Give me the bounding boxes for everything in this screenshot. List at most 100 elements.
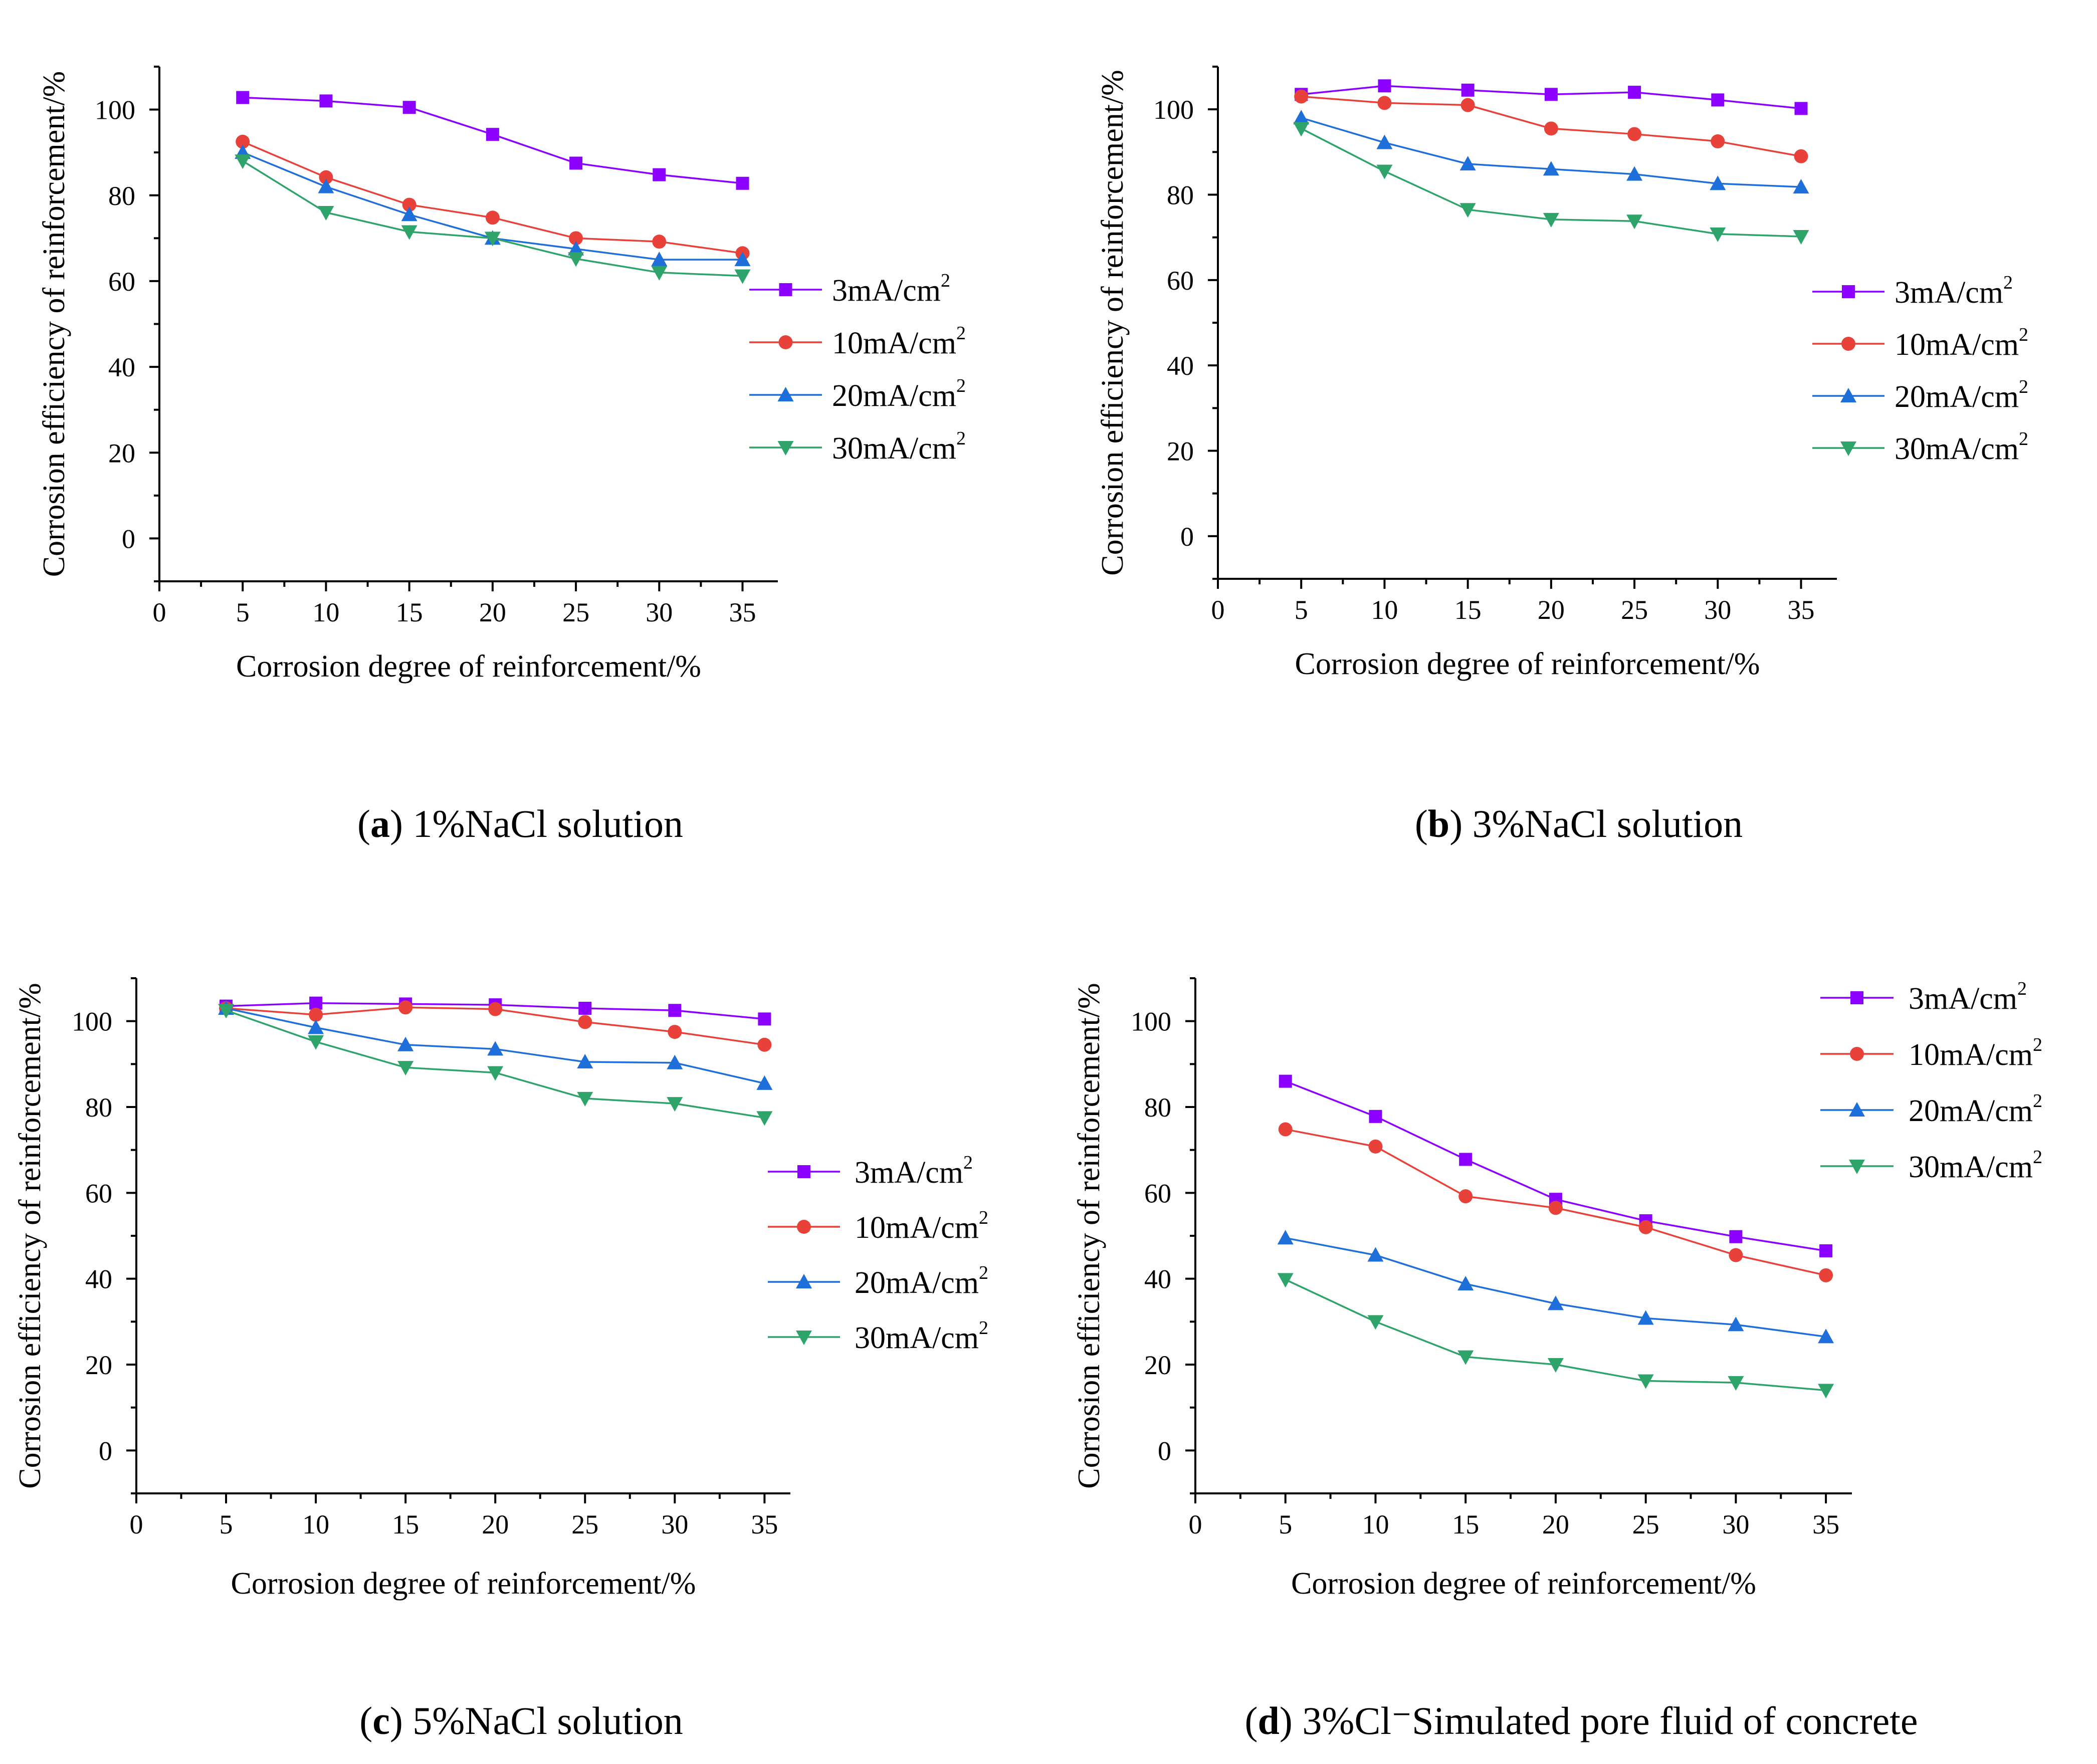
- data-point: [577, 1091, 593, 1107]
- y-tick-label: 20: [1144, 1350, 1171, 1380]
- data-point: [1819, 1244, 1833, 1257]
- y-tick-label: 0: [1180, 522, 1194, 552]
- x-tick-label: 15: [392, 1509, 419, 1539]
- x-axis-title: Corrosion degree of reinforcement/%: [231, 1567, 696, 1601]
- panel-caption: (a) 1%NaCl solution: [357, 802, 683, 845]
- y-tick-label: 100: [95, 95, 135, 125]
- data-point: [1794, 149, 1808, 163]
- caption-open-paren: (: [359, 1699, 372, 1742]
- legend-label: 30mA/cm2: [832, 428, 966, 466]
- y-tick-label: 60: [1167, 266, 1194, 296]
- legend-name: 3mA/cm: [832, 274, 941, 308]
- x-tick-label: 25: [1621, 595, 1648, 625]
- caption-close-paren: ): [1449, 802, 1472, 845]
- panel-a: 0 5 10 15 20 25 30 35 0 20 40 60 80 100 Corrosion degr…: [37, 66, 966, 845]
- legend-item: 30mA/cm2: [749, 428, 966, 466]
- series-3: [1293, 110, 1809, 194]
- data-point: [1711, 93, 1725, 107]
- legend-marker: [1840, 442, 1856, 456]
- series-4: [218, 1004, 773, 1126]
- data-point: [309, 996, 323, 1010]
- data-point: [1376, 134, 1393, 149]
- legend-superscript: 2: [963, 1152, 973, 1173]
- legend-name: 3mA/cm: [1909, 982, 2017, 1016]
- data-point: [1710, 227, 1726, 242]
- legend-item: 3mA/cm2: [1812, 272, 2013, 310]
- data-point: [1543, 212, 1559, 228]
- panel-d: 0 5 10 15 20 25 30 35 0 20 40 60 80 100 Corrosion degr…: [1072, 977, 2042, 1742]
- legend-item: 20mA/cm2: [1820, 1090, 2042, 1128]
- series-2: [236, 134, 750, 261]
- y-tick-label: 100: [1131, 1007, 1171, 1037]
- legend-superscript: 2: [2033, 1147, 2042, 1168]
- legend-superscript: 2: [956, 375, 966, 396]
- data-point: [652, 235, 667, 249]
- data-point: [734, 252, 751, 267]
- legend-name: 20mA/cm: [1895, 380, 2019, 414]
- data-point: [309, 1007, 323, 1022]
- data-point: [485, 210, 500, 225]
- x-tick-label: 5: [236, 597, 250, 627]
- data-point: [1729, 1230, 1743, 1243]
- legend-item: 10mA/cm2: [768, 1207, 988, 1245]
- x-tick-label: 5: [220, 1509, 233, 1539]
- legend-name: 10mA/cm: [1909, 1038, 2033, 1072]
- data-point: [1818, 1329, 1834, 1344]
- legend-superscript: 2: [2003, 272, 2013, 293]
- caption-letter: c: [372, 1699, 390, 1742]
- data-point: [318, 178, 334, 193]
- data-point: [401, 225, 417, 240]
- legend-marker: [1849, 1160, 1865, 1174]
- data-point: [1638, 1220, 1653, 1234]
- series-3: [235, 144, 751, 267]
- x-tick-label: 30: [646, 597, 673, 627]
- data-point: [1544, 121, 1558, 136]
- y-tick-label: 0: [122, 524, 135, 554]
- caption-open-paren: (: [357, 802, 370, 845]
- data-point: [402, 101, 416, 114]
- legend-item: 10mA/cm2: [749, 323, 966, 360]
- legend-item: 20mA/cm2: [768, 1262, 988, 1300]
- legend-label: 20mA/cm2: [1909, 1090, 2042, 1128]
- legend-item: 30mA/cm2: [768, 1317, 988, 1355]
- x-tick-label: 10: [302, 1509, 329, 1539]
- y-tick-label: 20: [1167, 436, 1194, 467]
- legend-item: 20mA/cm2: [749, 375, 966, 413]
- y-tick-label: 40: [108, 352, 135, 382]
- caption-letter: d: [1257, 1699, 1279, 1742]
- data-point: [1628, 86, 1641, 99]
- legend-label: 10mA/cm2: [1895, 324, 2028, 362]
- series-2: [1278, 1122, 1833, 1282]
- series-4: [235, 154, 751, 284]
- series-2: [1294, 89, 1808, 163]
- data-point: [398, 1000, 413, 1015]
- series-1: [236, 91, 749, 190]
- y-axis-title: Corrosion efficiency of reinforcement/%: [1072, 983, 1106, 1488]
- data-point: [308, 1019, 324, 1034]
- data-point: [1548, 1201, 1563, 1215]
- x-tick-label: 5: [1279, 1509, 1292, 1539]
- data-point: [1277, 1273, 1294, 1288]
- data-point: [651, 252, 668, 267]
- legend-marker: [1842, 285, 1855, 298]
- legend-label: 10mA/cm2: [1909, 1034, 2042, 1072]
- legend-superscript: 2: [2019, 376, 2028, 397]
- data-point: [668, 1004, 682, 1017]
- caption-close-paren: ): [390, 1699, 412, 1742]
- x-tick-label: 10: [1362, 1509, 1389, 1539]
- data-point: [1460, 98, 1475, 112]
- data-point: [397, 1036, 414, 1051]
- x-tick-label: 20: [1542, 1509, 1569, 1539]
- data-point: [1369, 1110, 1382, 1123]
- data-point: [1711, 134, 1725, 149]
- legend-marker: [777, 387, 794, 401]
- y-axis-title: Corrosion efficiency of reinforcement/%: [37, 71, 71, 577]
- legend-label: 20mA/cm2: [855, 1262, 988, 1300]
- data-point: [756, 1111, 773, 1126]
- x-tick-label: 20: [482, 1509, 509, 1539]
- legend-superscript: 2: [2019, 324, 2028, 345]
- data-point: [1728, 1376, 1744, 1391]
- x-tick-label: 30: [1722, 1509, 1749, 1539]
- legend-superscript: 2: [979, 1317, 988, 1339]
- x-tick-label: 30: [661, 1509, 688, 1539]
